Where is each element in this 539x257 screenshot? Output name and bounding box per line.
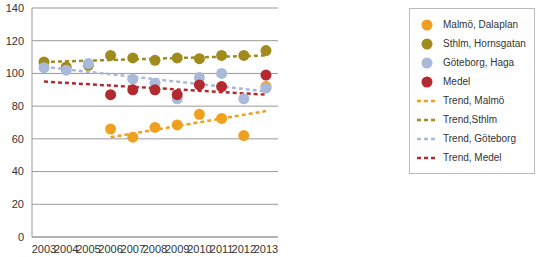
svg-text:2011: 2011 xyxy=(210,243,234,255)
html-text:Trend,Sthlm: Trend,Sthlm xyxy=(443,114,498,125)
svg-text:2010: 2010 xyxy=(187,243,211,255)
svg-text:20: 20 xyxy=(12,198,24,210)
html-text:Medel: Medel xyxy=(443,76,471,87)
svg-text:2004: 2004 xyxy=(54,243,78,255)
svg-text:60: 60 xyxy=(12,133,24,145)
html-text:Malmö, Dalaplan: Malmö, Dalaplan xyxy=(443,19,518,30)
svg-text:2006: 2006 xyxy=(98,243,122,255)
svg-text:2005: 2005 xyxy=(76,243,100,255)
svg-text:0: 0 xyxy=(18,231,24,243)
svg-text:2009: 2009 xyxy=(165,243,189,255)
html-text:Sthlm, Hornsgatan: Sthlm, Hornsgatan xyxy=(443,38,526,49)
svg-text:40: 40 xyxy=(12,165,24,177)
svg-text:2007: 2007 xyxy=(121,243,145,255)
html-text:Göteborg, Haga: Göteborg, Haga xyxy=(443,57,515,68)
svg-text:120: 120 xyxy=(8,35,24,47)
svg-text:100: 100 xyxy=(8,67,24,79)
svg-text:2003: 2003 xyxy=(32,243,56,255)
html-text:Trend, Medel: Trend, Medel xyxy=(443,152,502,163)
svg-text:2008: 2008 xyxy=(143,243,167,255)
svg-text:2012: 2012 xyxy=(232,243,256,255)
html-text:Trend, Göteborg: Trend, Göteborg xyxy=(443,133,516,144)
svg-text:80: 80 xyxy=(12,100,24,112)
html-text:Trend, Malmö: Trend, Malmö xyxy=(443,95,505,106)
svg-text:2013: 2013 xyxy=(254,243,278,255)
svg-text:140: 140 xyxy=(8,2,24,14)
